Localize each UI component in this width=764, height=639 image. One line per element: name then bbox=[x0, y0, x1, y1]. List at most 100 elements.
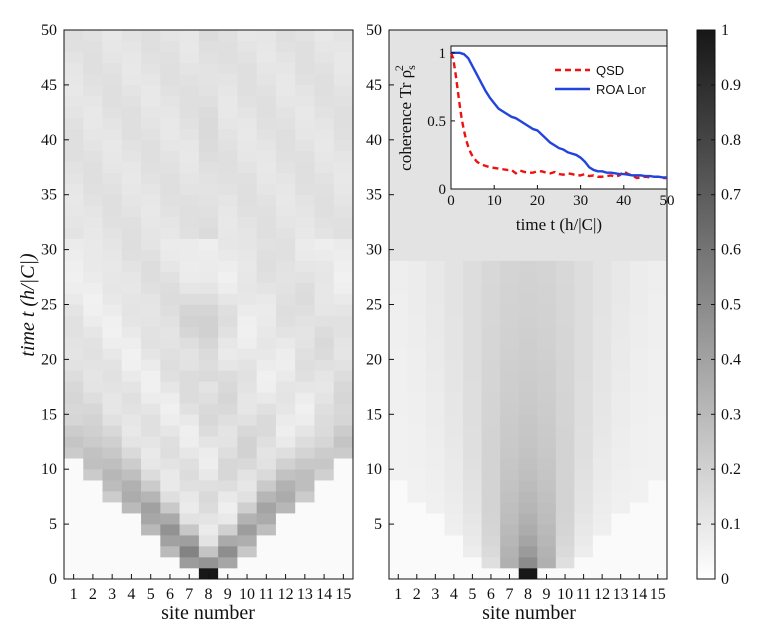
right-heatmap-cell bbox=[426, 392, 445, 404]
left-heatmap-cell bbox=[275, 535, 296, 547]
right-heatmap-cell bbox=[611, 524, 631, 536]
left-heatmap-cell bbox=[64, 62, 84, 75]
left-heatmap-cell bbox=[333, 62, 354, 75]
right-heatmap-cell bbox=[611, 403, 631, 415]
right-heatmap-cell bbox=[500, 568, 520, 580]
right-heatmap-cell bbox=[463, 546, 482, 558]
inset-y-tick-label: 0.5 bbox=[427, 114, 446, 130]
right-heatmap-cell bbox=[611, 557, 631, 569]
right-heatmap-cell bbox=[444, 282, 464, 294]
right-heatmap-cell bbox=[407, 30, 427, 42]
right-heatmap-cell bbox=[555, 557, 575, 569]
right-heatmap-cell bbox=[592, 480, 612, 492]
left-heatmap-cell bbox=[237, 205, 257, 217]
right-heatmap-cell bbox=[574, 293, 594, 305]
left-heatmap-cell bbox=[179, 73, 200, 86]
left-heatmap-cell bbox=[160, 30, 180, 42]
right-heatmap-cell bbox=[481, 326, 501, 338]
left-heatmap-cell bbox=[237, 337, 257, 349]
left-heatmap-cell bbox=[295, 95, 315, 108]
right-heatmap-cell bbox=[426, 271, 445, 283]
right-heatmap-cell bbox=[611, 227, 631, 239]
left-heatmap-cell bbox=[314, 30, 335, 42]
right-heatmap-cell bbox=[463, 447, 482, 459]
left-heatmap-cell bbox=[141, 106, 161, 119]
left-heatmap-cell bbox=[333, 403, 354, 415]
left-heatmap-cell bbox=[256, 546, 277, 558]
left-heatmap-cell bbox=[295, 30, 315, 42]
left-heatmap-cell bbox=[314, 260, 335, 272]
left-heatmap-cell bbox=[218, 425, 238, 437]
right-heatmap-cell bbox=[389, 238, 408, 250]
left-heatmap-cell bbox=[333, 480, 354, 492]
left-heatmap-cell bbox=[102, 293, 123, 305]
left-heatmap-cell bbox=[333, 326, 354, 338]
right-heatmap-cell bbox=[463, 315, 482, 327]
right-heatmap-cell bbox=[481, 425, 501, 437]
right-heatmap-cell bbox=[537, 304, 557, 316]
left-heatmap-cell bbox=[198, 359, 219, 371]
left-heatmap-cell bbox=[83, 150, 103, 163]
left-heatmap-cell bbox=[333, 381, 354, 393]
left-heatmap-cell bbox=[198, 458, 219, 470]
right-heatmap-cell bbox=[629, 271, 649, 283]
right-heatmap-cell bbox=[518, 304, 538, 316]
left-heatmap-cell bbox=[256, 40, 277, 53]
left-heatmap-cell bbox=[160, 161, 180, 174]
left-heatmap-cell bbox=[237, 403, 257, 415]
left-heatmap-cell bbox=[102, 161, 123, 174]
inset-x-tick-label: 10 bbox=[487, 193, 502, 209]
right-heatmap-cell bbox=[500, 227, 520, 239]
left-heatmap-cell bbox=[198, 249, 219, 261]
right-y-tick-label: 45 bbox=[366, 77, 382, 94]
right-heatmap-cell bbox=[444, 469, 464, 481]
left-heatmap-cell bbox=[237, 370, 257, 382]
right-heatmap-cell bbox=[611, 315, 631, 327]
left-heatmap-cell bbox=[237, 282, 257, 294]
left-heatmap-cell bbox=[83, 403, 103, 415]
right-x-tick-label: 15 bbox=[650, 586, 666, 603]
right-heatmap-cell bbox=[389, 183, 408, 195]
right-heatmap-cell bbox=[518, 271, 538, 283]
left-x-ticks: 1 2 3 4 5 6 7 8 9 10 11 12 13 14 15 bbox=[70, 574, 351, 603]
left-heatmap-cell bbox=[218, 282, 238, 294]
right-heatmap-cell bbox=[426, 117, 445, 130]
left-heatmap-cell bbox=[64, 84, 84, 97]
left-heatmap-cell bbox=[141, 524, 161, 536]
left-heatmap-cell bbox=[198, 139, 219, 152]
right-heatmap-cell bbox=[389, 172, 408, 185]
right-heatmap-cell bbox=[481, 436, 501, 448]
right-heatmap-cell bbox=[407, 315, 427, 327]
left-heatmap-cell bbox=[160, 480, 180, 492]
left-heatmap-cell bbox=[179, 260, 200, 272]
left-heatmap-cell bbox=[218, 447, 238, 459]
left-heatmap-cell bbox=[198, 84, 219, 97]
left-heatmap-cell bbox=[102, 403, 123, 415]
right-heatmap-cell bbox=[592, 260, 612, 272]
left-heatmap-cell bbox=[141, 73, 161, 86]
left-heatmap-cell bbox=[64, 205, 84, 217]
right-heatmap-cell bbox=[463, 535, 482, 547]
left-heatmap-cell bbox=[218, 139, 238, 152]
left-heatmap-cell bbox=[64, 524, 84, 536]
right-heatmap-cell bbox=[389, 425, 408, 437]
left-heatmap-cell bbox=[102, 480, 123, 492]
left-heatmap-cell bbox=[64, 260, 84, 272]
left-heatmap-cell bbox=[275, 172, 296, 185]
right-heatmap-cell bbox=[555, 546, 575, 558]
left-heatmap-cell bbox=[275, 348, 296, 360]
left-heatmap-cell bbox=[314, 535, 335, 547]
right-heatmap-cell bbox=[574, 524, 594, 536]
left-heatmap-cell bbox=[295, 403, 315, 415]
left-heatmap-cell bbox=[295, 535, 315, 547]
right-heatmap-cell bbox=[611, 359, 631, 371]
right-heatmap-cell bbox=[444, 216, 464, 228]
right-heatmap-cell bbox=[426, 502, 445, 514]
right-heatmap-cell bbox=[574, 337, 594, 349]
right-x-tick-label: 10 bbox=[557, 586, 573, 603]
right-heatmap-cell bbox=[481, 546, 501, 558]
left-heatmap-cell bbox=[160, 414, 180, 426]
left-heatmap-cell bbox=[295, 282, 315, 294]
left-heatmap-cell bbox=[102, 491, 123, 503]
